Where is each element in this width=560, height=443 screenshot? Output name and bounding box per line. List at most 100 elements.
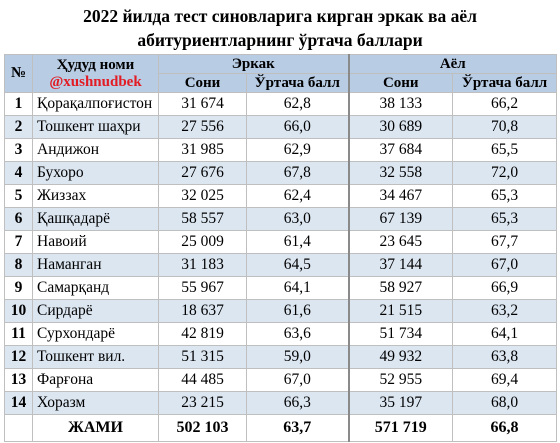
row-female-count: 58 927 xyxy=(347,276,454,300)
row-female-avg: 72,0 xyxy=(452,161,558,185)
row-male-count: 31 985 xyxy=(158,138,247,162)
row-female-count: 34 467 xyxy=(347,184,454,208)
row-number: 1 xyxy=(4,92,33,116)
table-row: 5 Жиззах 32 025 62,4 34 467 65,3 xyxy=(4,184,558,208)
row-female-avg: 67,7 xyxy=(452,230,558,254)
table-row: 7 Навоий 25 009 61,4 23 645 67,7 xyxy=(4,230,558,254)
page-title-line-2: абитуриентларнинг ўртача баллари xyxy=(137,30,423,50)
total-male-avg: 63,7 xyxy=(245,414,350,442)
row-female-count: 51 734 xyxy=(347,322,454,346)
table-row: 13 Фарғона 44 485 67,0 52 955 69,4 xyxy=(4,368,558,392)
row-region: Сирдарё xyxy=(32,299,159,323)
row-male-avg: 64,1 xyxy=(245,276,350,300)
table-row: 11 Сурхондарё 42 819 63,6 51 734 64,1 xyxy=(4,322,558,346)
row-female-avg: 64,1 xyxy=(452,322,558,346)
row-number: 10 xyxy=(4,299,33,323)
row-male-count: 58 557 xyxy=(158,207,247,231)
row-male-count: 18 637 xyxy=(158,299,247,323)
row-female-count: 38 133 xyxy=(347,92,454,116)
total-row: ЖАМИ 502 103 63,7 571 719 66,8 xyxy=(4,414,558,442)
table-row: 8 Наманган 31 183 64,5 37 144 67,0 xyxy=(4,253,558,277)
row-female-count: 37 144 xyxy=(347,253,454,277)
row-male-count: 51 315 xyxy=(158,345,247,369)
row-female-count: 52 955 xyxy=(347,368,454,392)
row-region: Андижон xyxy=(32,138,159,162)
table-row: 9 Самарқанд 55 967 64,1 58 927 66,9 xyxy=(4,276,558,300)
table-row: 14 Хоразм 23 215 66,3 35 197 68,0 xyxy=(4,391,558,415)
table-row: 3 Андижон 31 985 62,9 37 684 65,5 xyxy=(4,138,558,162)
row-male-avg: 63,0 xyxy=(245,207,350,231)
row-female-count: 23 645 xyxy=(347,230,454,254)
row-region: Тошкент шаҳри xyxy=(32,115,159,139)
header-male: Эркак xyxy=(157,54,350,74)
row-region: Хоразм xyxy=(32,391,159,415)
row-region: Қорақалпоғистон xyxy=(32,92,159,116)
row-male-count: 32 025 xyxy=(158,184,247,208)
row-female-avg: 67,0 xyxy=(452,253,558,277)
row-region: Бухоро xyxy=(32,161,159,185)
header-female: Аёл xyxy=(347,54,558,74)
header-row-2: Сони Ўртача балл Сони Ўртача балл xyxy=(5,73,558,93)
row-female-avg: 66,2 xyxy=(452,92,558,116)
total-num-cell xyxy=(4,414,33,442)
row-male-count: 31 674 xyxy=(158,92,247,116)
header-region: Ҳудуд номи @xushnudbek xyxy=(32,54,159,93)
row-male-avg: 67,0 xyxy=(245,368,350,392)
row-male-avg: 66,0 xyxy=(245,115,350,139)
header-male-count: Сони xyxy=(158,73,247,93)
table-row: 1 Қорақалпоғистон 31 674 62,8 38 133 66,2 xyxy=(4,92,558,116)
row-number: 2 xyxy=(4,115,33,139)
row-female-avg: 69,4 xyxy=(452,368,558,392)
row-male-avg: 61,6 xyxy=(245,299,350,323)
row-male-count: 27 556 xyxy=(158,115,247,139)
row-female-count: 21 515 xyxy=(347,299,454,323)
row-male-count: 27 676 xyxy=(158,161,247,185)
row-male-avg: 62,4 xyxy=(245,184,350,208)
row-region: Самарқанд xyxy=(32,276,159,300)
header-num: № xyxy=(4,54,33,93)
row-male-count: 44 485 xyxy=(158,368,247,392)
total-label: ЖАМИ xyxy=(32,414,159,442)
row-number: 14 xyxy=(4,391,33,415)
header-region-label: Ҳудуд номи xyxy=(56,56,135,73)
row-region: Тошкент вил. xyxy=(32,345,159,369)
row-number: 6 xyxy=(4,207,33,231)
row-male-avg: 64,5 xyxy=(245,253,350,277)
header-female-count: Сони xyxy=(347,73,454,93)
row-male-avg: 67,8 xyxy=(245,161,350,185)
header-row-1: № Ҳудуд номи @xushnudbek Эркак Аёл xyxy=(4,54,558,93)
row-region: Сурхондарё xyxy=(32,322,159,346)
row-number: 7 xyxy=(4,230,33,254)
handle-label: @xushnudbek xyxy=(49,73,142,90)
row-male-avg: 62,9 xyxy=(245,138,350,162)
row-female-avg: 65,5 xyxy=(452,138,558,162)
row-number: 4 xyxy=(4,161,33,185)
row-number: 11 xyxy=(4,322,33,346)
table-row: 4 Бухоро 27 676 67,8 32 558 72,0 xyxy=(4,161,558,185)
total-female-count: 571 719 xyxy=(347,414,454,442)
row-number: 13 xyxy=(4,368,33,392)
row-male-count: 31 183 xyxy=(158,253,247,277)
row-female-count: 35 197 xyxy=(347,391,454,415)
total-male-count: 502 103 xyxy=(158,414,247,442)
table-row: 2 Тошкент шаҳри 27 556 66,0 30 689 70,8 xyxy=(4,115,558,139)
row-region: Жиззах xyxy=(32,184,159,208)
row-male-count: 25 009 xyxy=(158,230,247,254)
row-male-avg: 59,0 xyxy=(245,345,350,369)
table-row: 6 Қашқадарё 58 557 63,0 67 139 65,3 xyxy=(4,207,558,231)
row-female-avg: 63,2 xyxy=(452,299,558,323)
total-female-avg: 66,8 xyxy=(452,414,558,442)
row-male-avg: 61,4 xyxy=(245,230,350,254)
row-male-avg: 63,6 xyxy=(245,322,350,346)
row-region: Наманган xyxy=(32,253,159,277)
row-female-count: 37 684 xyxy=(347,138,454,162)
row-female-count: 49 932 xyxy=(347,345,454,369)
row-region: Қашқадарё xyxy=(32,207,159,231)
row-female-avg: 70,8 xyxy=(452,115,558,139)
scores-table: № Ҳудуд номи @xushnudbek Эркак Аёл Сони … xyxy=(4,54,558,442)
row-number: 5 xyxy=(4,184,33,208)
row-female-avg: 63,8 xyxy=(452,345,558,369)
table-row: 10 Сирдарё 18 637 61,6 21 515 63,2 xyxy=(4,299,558,323)
row-region: Фарғона xyxy=(32,368,159,392)
header-female-avg: Ўртача балл xyxy=(452,73,558,93)
